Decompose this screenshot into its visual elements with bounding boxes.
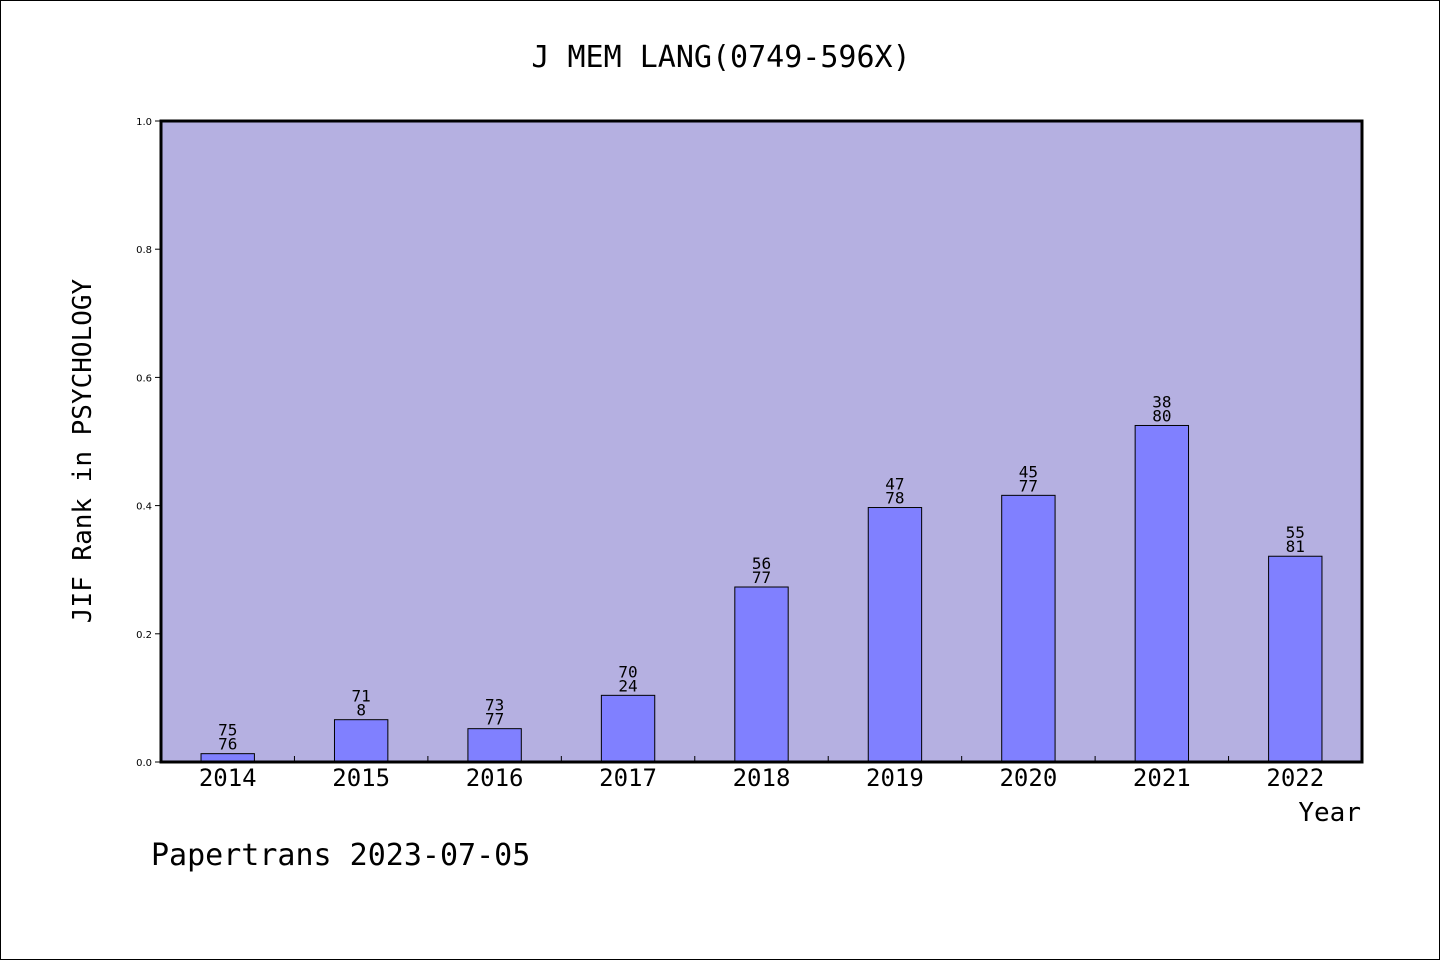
x-tick-label: 2020 [999, 764, 1057, 792]
footer-credit: Papertrans 2023-07-05 [151, 838, 530, 873]
x-axis-label: Year [1298, 798, 1361, 828]
plot-border [159, 119, 1364, 764]
x-tick-label: 2019 [866, 764, 924, 792]
y-tick-label: 0.4 [136, 502, 152, 513]
y-tick-label: 1.0 [136, 117, 152, 128]
bar-label-total-2014: 76 [218, 735, 237, 754]
bar-2017 [600, 694, 656, 763]
bar-label-total-2019: 78 [885, 489, 904, 508]
y-tick-label: 0.6 [136, 373, 152, 384]
bar-label-total-2020: 77 [1019, 476, 1038, 495]
bar-label-rank-2021: 38 [1152, 392, 1171, 411]
bar-2019 [867, 507, 923, 763]
bar-label-total-2018: 77 [752, 568, 771, 587]
bar-2016 [467, 728, 522, 763]
y-axis-label: JIF Rank in PSYCHOLOGY [68, 278, 98, 623]
bar-label-total-2022: 81 [1286, 537, 1305, 556]
bar-label-rank-2022: 55 [1286, 523, 1305, 542]
bar-label-rank-2018: 56 [752, 554, 771, 573]
bar-label-total-2021: 80 [1152, 406, 1171, 425]
bar-label-rank-2017: 70 [618, 662, 637, 681]
x-tick-label: 2016 [466, 764, 524, 792]
bar-2020 [1001, 494, 1056, 763]
bar-label-rank-2016: 73 [485, 696, 504, 715]
x-tick-label: 2015 [332, 764, 390, 792]
bar-label-rank-2019: 47 [885, 475, 904, 494]
bar-label-rank-2014: 75 [218, 721, 237, 740]
x-tick-label: 2017 [599, 764, 657, 792]
bar-label-total-2015: 8 [356, 701, 366, 720]
y-tick-label: 0.0 [136, 758, 152, 769]
x-tick-label: 2022 [1266, 764, 1324, 792]
bar-label-total-2016: 77 [485, 710, 504, 729]
bar-2021 [1134, 424, 1190, 763]
y-axis: 0.0 0.2 0.4 0.6 0.8 1.0 [136, 117, 161, 769]
chart-title: J MEM LANG(0749-596X) [531, 40, 910, 75]
x-tick-label: 2018 [733, 764, 791, 792]
x-tick-label: 2014 [199, 764, 257, 792]
y-tick-label: 0.8 [136, 245, 152, 256]
x-axis: 2014 2015 2016 2017 2018 2019 2020 2021 2022 [199, 756, 1324, 792]
bar-label-total-2017: 24 [618, 676, 637, 695]
bar-label-rank-2015: 71 [352, 687, 371, 706]
bar-2015 [333, 719, 389, 763]
bar-2018 [734, 586, 789, 763]
y-tick-label: 0.2 [136, 630, 152, 641]
x-tick-label: 2021 [1133, 764, 1191, 792]
bar-label-rank-2020: 45 [1019, 462, 1038, 481]
bar-2022 [1268, 555, 1323, 763]
